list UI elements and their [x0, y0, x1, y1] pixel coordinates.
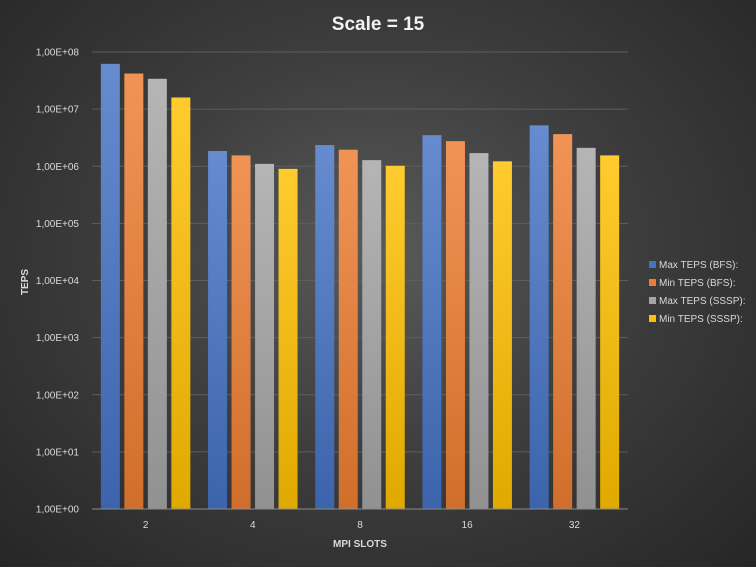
bar	[529, 125, 549, 509]
bar	[600, 155, 620, 509]
legend-label: Max TEPS (SSSP):	[659, 296, 746, 307]
bar	[315, 145, 335, 510]
legend-label: Max TEPS (BFS):	[659, 260, 738, 271]
y-tick-label: 1,00E+02	[36, 390, 80, 401]
legend-swatch	[649, 315, 656, 322]
legend-label: Min TEPS (SSSP):	[659, 314, 743, 325]
y-tick-label: 1,00E+06	[36, 162, 80, 173]
bar	[422, 135, 442, 510]
y-tick-label: 1,00E+04	[36, 276, 80, 287]
y-tick-label: 1,00E+07	[36, 105, 80, 116]
y-axis-title: TEPS	[20, 269, 31, 295]
bar	[208, 150, 228, 510]
bar	[147, 78, 167, 509]
x-axis-title: MPI SLOTS	[333, 539, 387, 550]
bar	[492, 161, 512, 509]
bar	[338, 149, 358, 510]
legend: Max TEPS (BFS): Min TEPS (BFS): Max TEPS (…	[649, 260, 746, 325]
y-tick-label: 1,00E+00	[36, 505, 80, 516]
legend-swatch	[649, 279, 656, 286]
chart-title: Scale = 15	[332, 14, 425, 35]
y-tick-label: 1,00E+05	[36, 219, 80, 230]
x-tick-label: 4	[250, 520, 256, 531]
bar	[255, 163, 275, 509]
y-tick-label: 1,00E+03	[36, 333, 80, 344]
legend-swatch	[649, 297, 656, 304]
bar	[385, 165, 405, 509]
bar	[576, 147, 596, 510]
x-tick-label: 16	[462, 520, 474, 531]
bar	[171, 97, 191, 509]
x-tick-label: 32	[569, 520, 581, 531]
bar	[231, 155, 251, 509]
bar	[124, 73, 144, 509]
x-tick-label: 2	[143, 520, 149, 531]
bar	[278, 168, 298, 509]
x-tick-label: 8	[357, 520, 363, 531]
legend-swatch	[649, 261, 656, 268]
bar	[445, 141, 465, 509]
bar	[553, 134, 573, 509]
bars	[100, 63, 620, 510]
y-tick-label: 1,00E+01	[36, 447, 80, 458]
x-axis-ticks: 2 4 8 16 32	[143, 520, 581, 531]
y-axis-ticks: 1,00E+00 1,00E+01 1,00E+02 1,00E+03 1,00E+04…	[36, 48, 80, 516]
bar	[469, 153, 489, 509]
bar	[362, 160, 382, 510]
legend-label: Min TEPS (BFS):	[659, 278, 736, 289]
bar	[100, 63, 120, 510]
y-tick-label: 1,00E+08	[36, 48, 80, 59]
